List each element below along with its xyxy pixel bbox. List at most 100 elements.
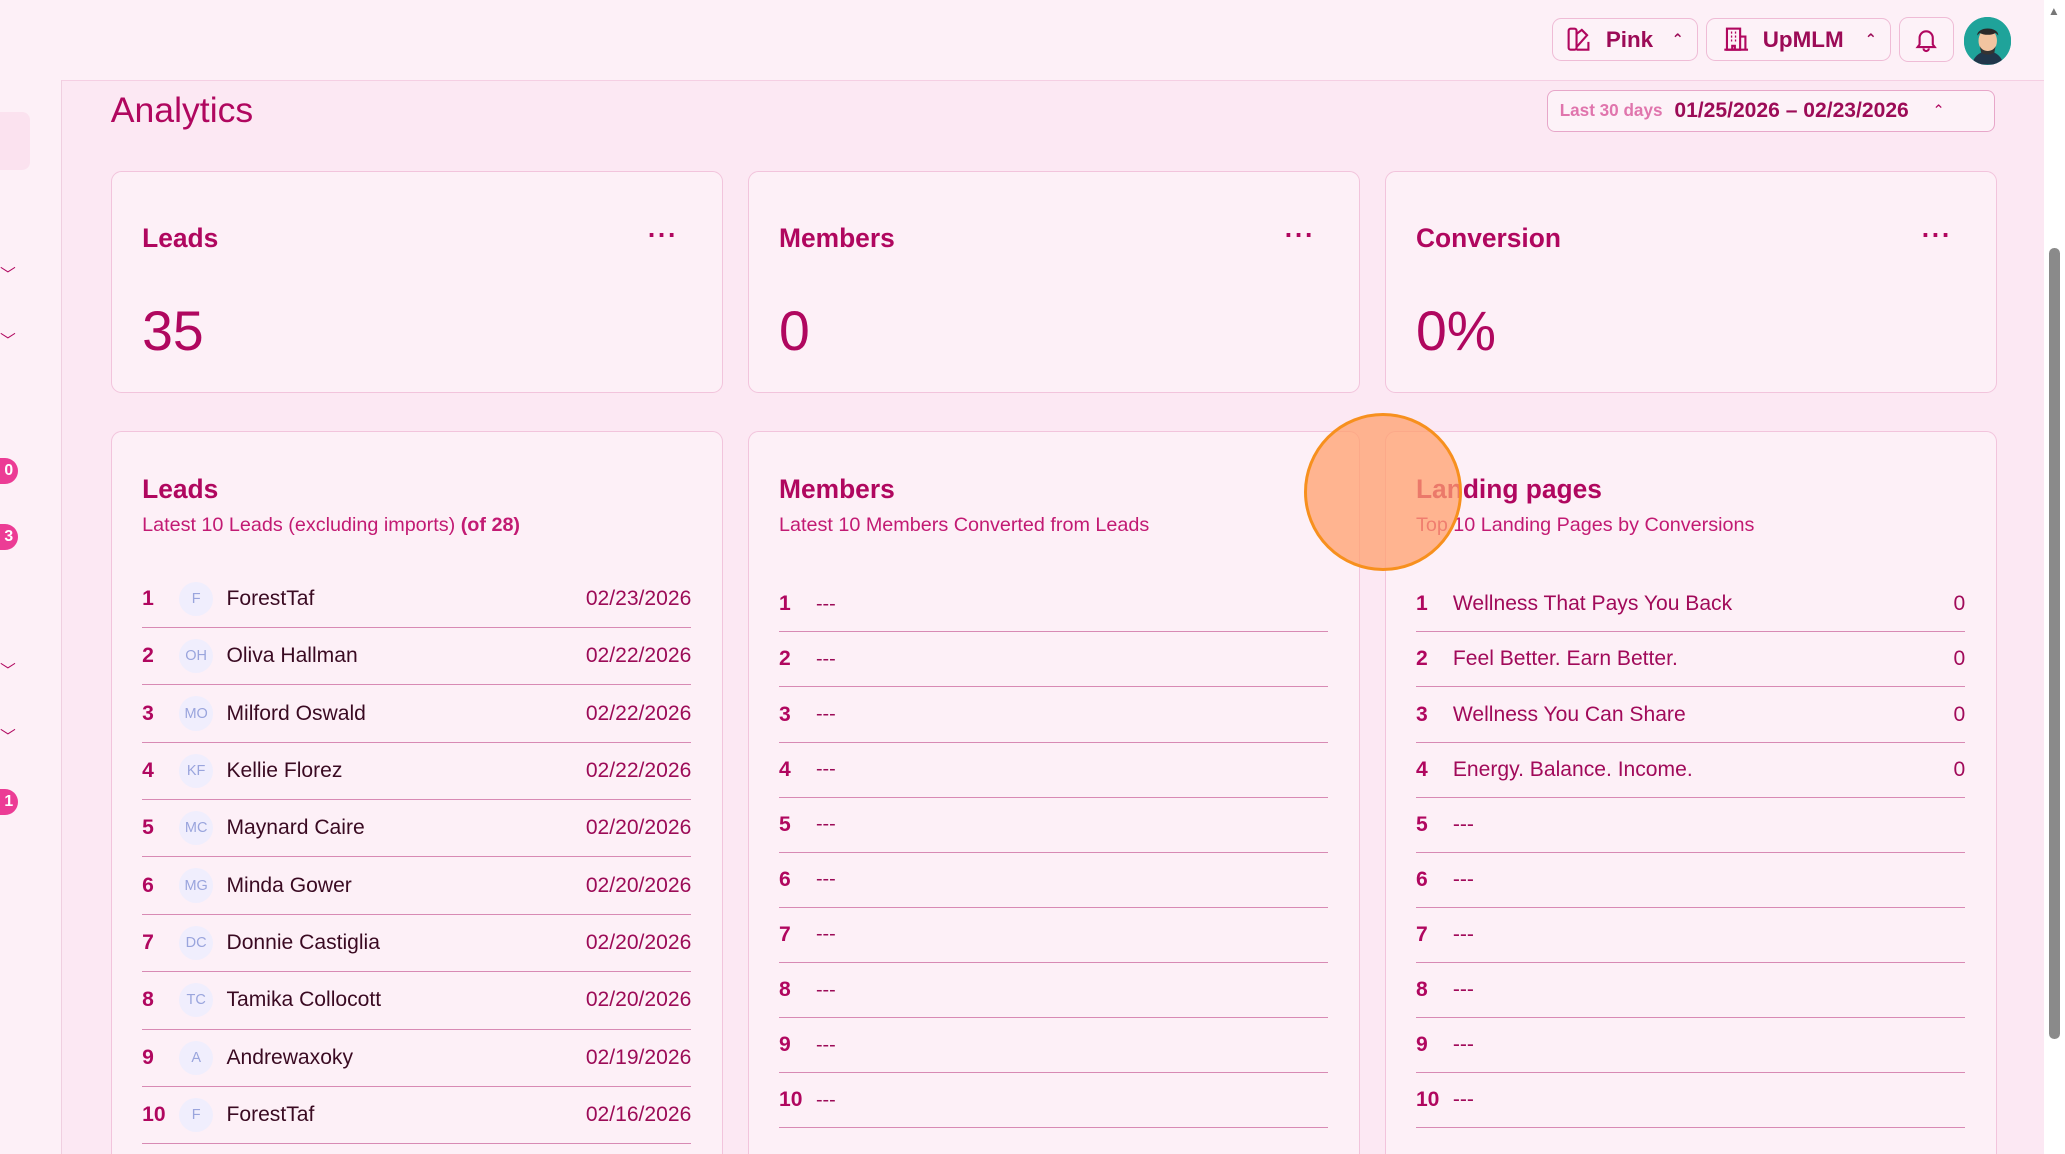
row-number: 6 [142,873,154,897]
notifications-button[interactable] [1898,17,1955,62]
user-avatar[interactable] [1963,17,2011,65]
lead-row[interactable]: 1 F ForestTaf 02/23/2026 [142,571,692,629]
sidebar-badge: 0 [0,457,19,484]
lead-row[interactable]: 8 TC Tamika Collocott 02/20/2026 [142,972,692,1030]
lead-name[interactable]: Donnie Castiglia [226,930,380,954]
scrollbar[interactable]: ▲ [2043,0,2065,1154]
member-name: --- [815,592,836,615]
landing-page-name[interactable]: --- [1452,1033,1474,1057]
organization-label: UpMLM [1762,26,1844,52]
landing-page-name[interactable]: --- [1452,1088,1474,1112]
landing-page-row[interactable]: 6 --- [1415,853,1966,908]
lead-name[interactable]: Oliva Hallman [226,644,358,668]
lead-name[interactable]: Andrewaxoky [226,1045,353,1069]
landing-page-name[interactable]: --- [1452,812,1474,836]
row-number: 10 [1415,1088,1440,1112]
lead-row[interactable]: 4 KF Kellie Florez 02/22/2026 [142,743,692,801]
lead-avatar: MC [179,811,214,846]
landing-page-row[interactable]: 4 Energy. Balance. Income. 0 [1415,743,1966,798]
lead-row[interactable]: 7 DC Donnie Castiglia 02/20/2026 [142,915,692,973]
row-number: 5 [142,816,154,840]
lead-name[interactable]: Minda Gower [226,873,352,897]
member-row: 6 --- [779,853,1329,908]
landing-page-row[interactable]: 10 --- [1415,1073,1966,1129]
members-list-card: Members Latest 10 Members Converted from… [747,431,1360,1154]
row-number: 4 [142,758,154,782]
lead-name[interactable]: ForestTaf [226,586,315,610]
row-number: 10 [142,1103,166,1127]
stat-value: 0 [779,300,810,363]
landing-page-row[interactable]: 9 --- [1415,1018,1966,1074]
conversion-count: 0 [1953,757,1966,781]
leads-list: 1 F ForestTaf 02/23/2026 2 OH Oliva Hallman 02/… [142,571,692,1145]
lead-name[interactable]: Milford Oswald [226,701,366,725]
landing-page-row[interactable]: 5 --- [1415,798,1966,853]
more-options-icon[interactable]: ··· [647,219,679,250]
landing-page-row[interactable]: 2 Feel Better. Earn Better. 0 [1415,632,1966,688]
card-title: Leads [142,474,219,505]
chevron-up-down-icon: ⌃ [1671,31,1684,48]
landing-page-row[interactable]: 3 Wellness You Can Share 0 [1415,687,1966,743]
more-options-icon[interactable]: ··· [1284,219,1316,250]
lead-row[interactable]: 3 MO Milford Oswald 02/22/2026 [142,685,692,743]
date-range-picker[interactable]: Last 30 days 01/25/2026 – 02/23/2026 ⌃ [1546,89,1996,132]
lead-date: 02/22/2026 [585,758,692,782]
lead-row[interactable]: 5 MC Maynard Caire 02/20/2026 [142,800,692,858]
chevron-down-icon[interactable]: ﹀ [0,267,16,285]
date-range-value: 01/25/2026 – 02/23/2026 [1674,98,1909,122]
card-subtitle: Latest 10 Members Converted from Leads [779,513,1150,536]
sidebar-badge: 1 [0,788,19,815]
member-name: --- [815,703,836,726]
lead-name[interactable]: Kellie Florez [226,758,343,782]
theme-selector[interactable]: Pink ⌃ [1552,18,1699,61]
landing-page-row[interactable]: 7 --- [1415,908,1966,964]
page-title: Analytics [110,89,254,130]
lead-date: 02/19/2026 [585,1045,692,1069]
stat-card-leads: Leads ··· 35 [110,171,723,393]
lead-name[interactable]: Maynard Caire [226,816,365,840]
landing-page-name[interactable]: --- [1452,867,1474,891]
lead-row[interactable]: 6 MG Minda Gower 02/20/2026 [142,857,692,915]
row-number: 7 [142,930,154,954]
landing-page-name[interactable]: Wellness You Can Share [1452,702,1686,726]
chevron-down-icon[interactable]: ﹀ [0,663,16,681]
stat-value: 0% [1415,300,1496,363]
scrollbar-thumb[interactable] [2049,247,2060,1040]
more-options-icon[interactable]: ··· [1921,219,1952,250]
landing-page-name[interactable]: Wellness That Pays You Back [1452,592,1733,616]
stat-title: Leads [142,222,219,253]
scroll-up-arrow-icon[interactable]: ▲ [2047,3,2060,18]
lead-row[interactable]: 10 F ForestTaf 02/16/2026 [142,1087,692,1145]
row-number: 1 [142,586,154,610]
card-subtitle: Latest 10 Leads (excluding imports) [142,513,456,536]
stat-title: Conversion [1415,222,1561,253]
sidebar-badge: 3 [0,523,19,550]
organization-selector[interactable]: UpMLM ⌃ [1706,18,1891,61]
lead-row[interactable]: 9 A Andrewaxoky 02/19/2026 [142,1030,692,1087]
chevron-up-down-icon: ⌃ [1932,102,1945,119]
lead-row[interactable]: 2 OH Oliva Hallman 02/22/2026 [142,628,692,686]
row-number: 10 [779,1088,803,1112]
row-number: 6 [1415,867,1428,891]
lead-name[interactable]: ForestTaf [226,1103,315,1127]
lead-date: 02/20/2026 [585,873,692,897]
landing-page-row[interactable]: 8 --- [1415,963,1966,1019]
lead-name[interactable]: Tamika Collocott [226,988,382,1012]
member-name: --- [815,647,836,670]
chevron-down-icon[interactable]: ﹀ [0,333,16,351]
lead-avatar: DC [179,925,214,961]
landing-page-name[interactable]: Feel Better. Earn Better. [1452,647,1678,671]
row-number: 8 [1415,978,1428,1002]
stat-card-conversion: Conversion ··· 0% [1384,171,1997,393]
landing-page-name[interactable]: Energy. Balance. Income. [1452,757,1693,781]
row-number: 5 [779,812,791,836]
landing-page-name[interactable]: --- [1452,978,1474,1002]
landing-page-name[interactable]: --- [1452,922,1474,946]
landing-page-row[interactable]: 1 Wellness That Pays You Back 0 [1415,577,1966,633]
building-icon [1724,27,1749,52]
row-number: 3 [779,702,791,726]
lead-avatar: OH [179,639,214,674]
sidebar-active-item[interactable] [0,112,31,171]
lead-date: 02/16/2026 [585,1103,692,1127]
chevron-down-icon[interactable]: ﹀ [0,728,16,746]
